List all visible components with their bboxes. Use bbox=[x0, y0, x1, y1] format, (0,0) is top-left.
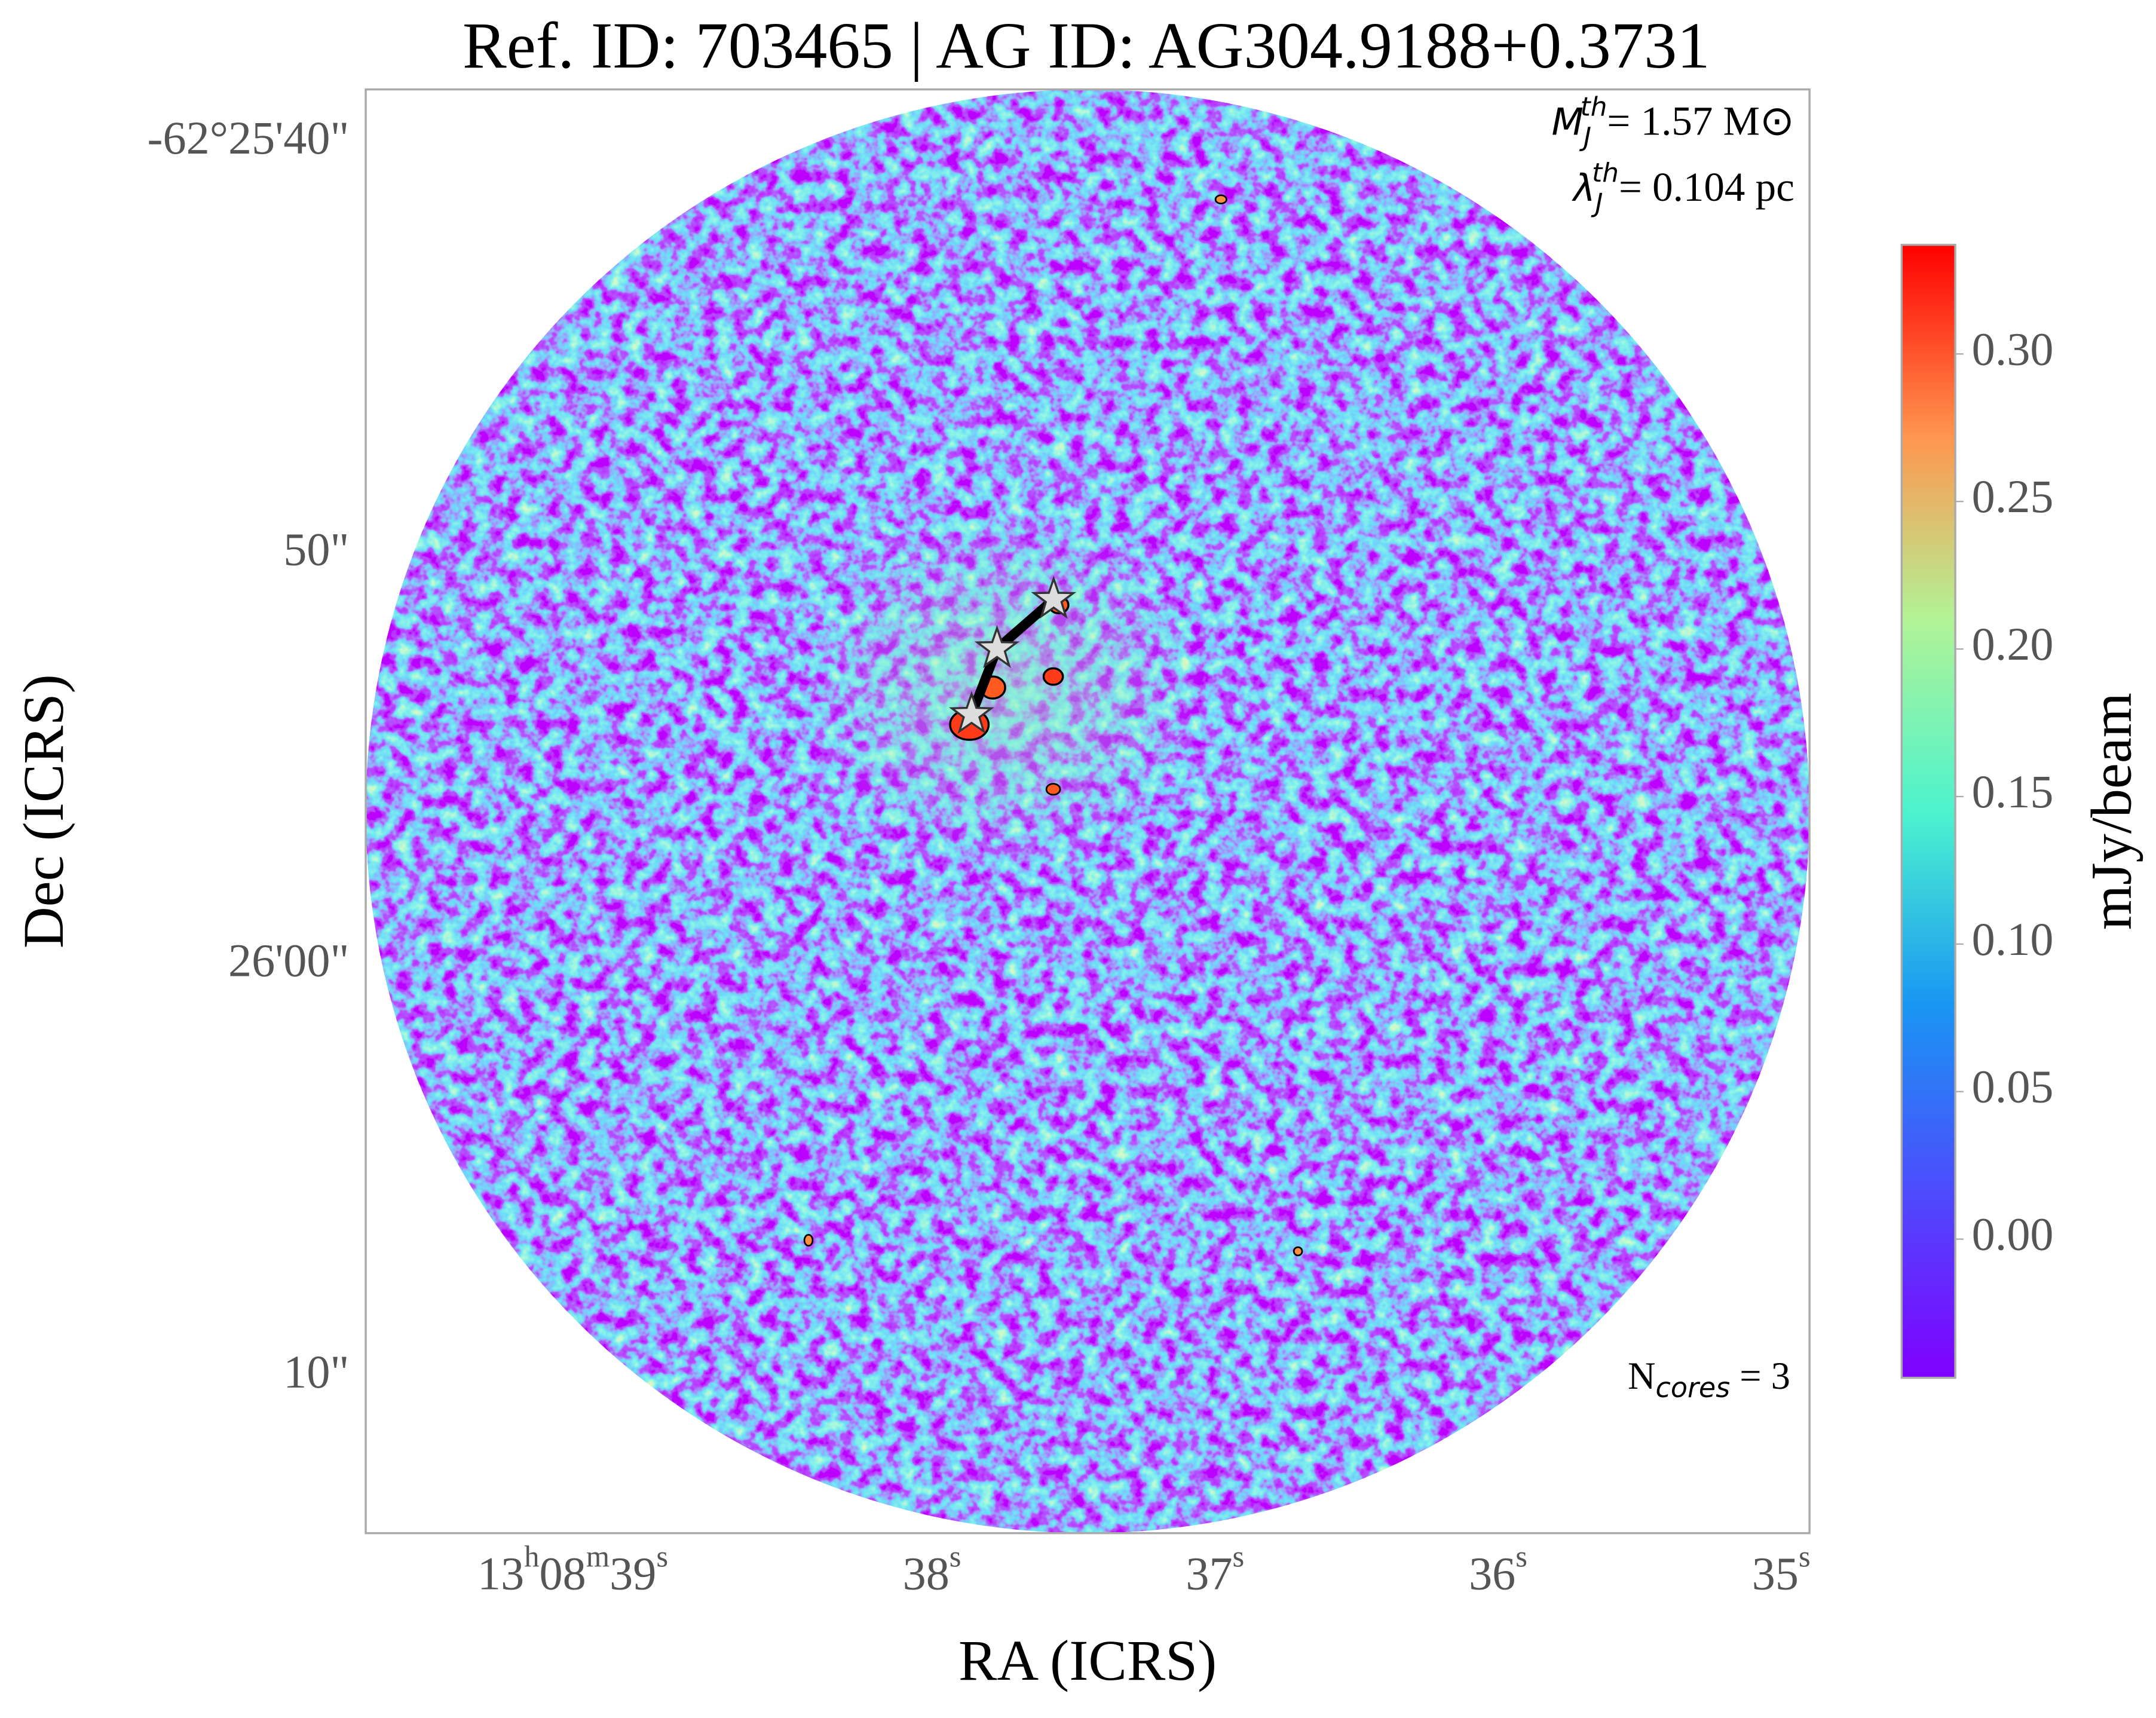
x-tick-label: 13h08m39s bbox=[477, 1539, 668, 1600]
jeans-length-annotation: λJth= 0.104 pc bbox=[1572, 158, 1794, 219]
colorbar-tick-label: 0.05 bbox=[1972, 1061, 2054, 1113]
x-tick-label: 37s bbox=[1186, 1539, 1244, 1600]
x-tick-number: 39 bbox=[610, 1548, 656, 1600]
chart-title: Ref. ID: 703465 | AG ID: AG304.9188+0.37… bbox=[463, 9, 1710, 82]
jeans-mass-annotation: MJth= 1.57 M⊙ bbox=[1552, 91, 1794, 152]
x-tick-unit: h bbox=[524, 1539, 539, 1573]
y-tick-label: 10" bbox=[283, 1346, 349, 1398]
x-tick-number: 08 bbox=[540, 1548, 586, 1600]
x-tick-unit: s bbox=[1233, 1539, 1245, 1573]
x-tick-number: 36 bbox=[1469, 1548, 1515, 1600]
y-tick-label: 26'00" bbox=[228, 935, 349, 987]
x-tick-number: 38 bbox=[903, 1548, 950, 1600]
core-count-annotation: Ncores = 3 bbox=[1628, 1355, 1790, 1404]
colorbar bbox=[1900, 243, 1956, 1379]
intensity-map bbox=[366, 89, 1810, 1533]
y-axis-label: Dec (ICRS) bbox=[11, 674, 75, 948]
x-tick-unit: m bbox=[586, 1539, 610, 1573]
y-tick-label: -62°25'40" bbox=[147, 112, 349, 164]
x-tick-unit: s bbox=[950, 1539, 961, 1573]
colorbar-tick-label: 0.00 bbox=[1972, 1208, 2054, 1260]
colorbar-tick-label: 0.15 bbox=[1972, 765, 2054, 817]
x-tick-unit: s bbox=[656, 1539, 668, 1573]
colorbar-tick-label: 0.25 bbox=[1972, 470, 2054, 522]
emission-peak bbox=[1042, 667, 1064, 686]
x-tick-unit: s bbox=[1515, 1539, 1527, 1573]
x-tick-label: 36s bbox=[1469, 1539, 1527, 1600]
x-tick-label: 38s bbox=[903, 1539, 961, 1600]
emission-peak bbox=[1045, 783, 1061, 796]
core-marker bbox=[974, 624, 1020, 669]
x-axis-label: RA (ICRS) bbox=[958, 1628, 1217, 1692]
colorbar-tick-label: 0.10 bbox=[1972, 913, 2054, 965]
colorbar-label: mJy/beam bbox=[2080, 693, 2143, 930]
y-tick-label: 50" bbox=[283, 523, 349, 575]
emission-peak bbox=[1214, 194, 1227, 204]
core-marker bbox=[949, 691, 994, 734]
colorbar-tick-label: 0.20 bbox=[1972, 618, 2054, 670]
x-tick-label: 35s bbox=[1752, 1539, 1811, 1600]
x-tick-unit: s bbox=[1799, 1539, 1811, 1573]
x-tick-number: 35 bbox=[1752, 1548, 1799, 1600]
colorbar-tick-label: 0.30 bbox=[1972, 323, 2054, 375]
axes-frame bbox=[365, 88, 1811, 1535]
emission-peak bbox=[803, 1233, 814, 1247]
emission-peak bbox=[1293, 1246, 1303, 1257]
core-marker bbox=[1031, 575, 1077, 619]
x-tick-number: 37 bbox=[1186, 1548, 1232, 1600]
x-tick-number: 13 bbox=[477, 1548, 524, 1600]
